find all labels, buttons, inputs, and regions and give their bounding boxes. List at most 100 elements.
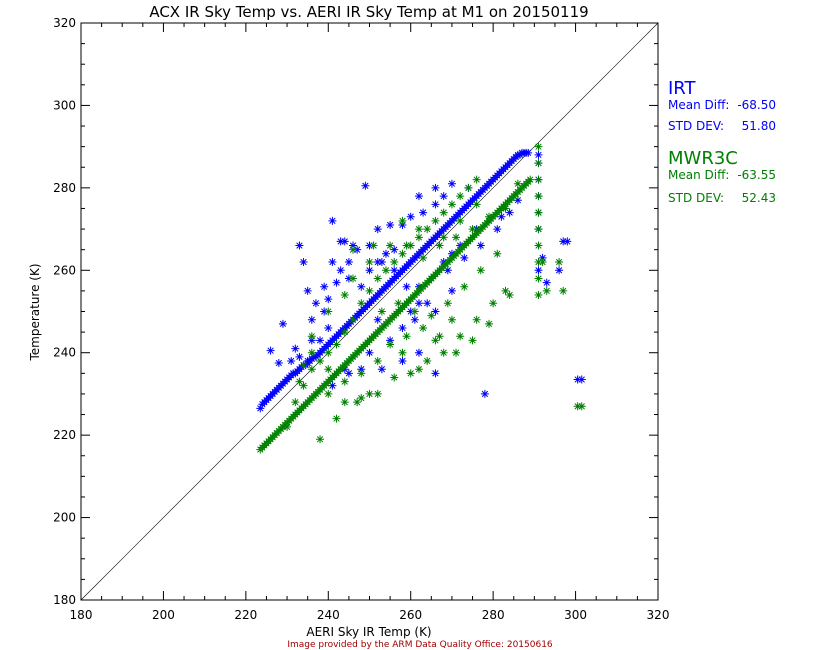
point-mwr3c-193 — [307, 348, 316, 357]
point-mwr3c-206 — [419, 323, 428, 332]
point-mwr3c-210 — [485, 319, 494, 328]
point-mwr3c-154 — [464, 183, 473, 192]
y-tick-label: 300 — [53, 98, 76, 112]
point-irt-139 — [303, 286, 312, 295]
point-irt-154 — [373, 225, 382, 234]
point-mwr3c-153 — [456, 192, 465, 201]
point-irt-225 — [414, 192, 423, 201]
point-irt-192 — [324, 323, 333, 332]
point-irt-198 — [299, 258, 308, 267]
point-irt-140 — [311, 299, 320, 308]
point-mwr3c-184 — [398, 348, 407, 357]
chart-title: ACX IR Sky Temp vs. AERI IR Sky Temp at … — [149, 3, 588, 21]
point-mwr3c-145 — [390, 258, 399, 267]
point-irt-152 — [390, 245, 399, 254]
point-irt-131 — [266, 346, 275, 355]
point-irt-216 — [534, 150, 543, 159]
y-axis-label: Temperature (K) — [28, 263, 42, 361]
point-mwr3c-147 — [406, 241, 415, 250]
point-irt-189 — [377, 365, 386, 374]
point-irt-143 — [332, 278, 341, 287]
point-mwr3c-169 — [513, 179, 522, 188]
point-irt-193 — [316, 336, 325, 345]
point-irt-185 — [344, 369, 353, 378]
legend-mwr3c-mean-label: Mean Diff: — [668, 168, 729, 182]
point-irt-164 — [349, 241, 358, 250]
point-mwr3c-173 — [332, 414, 341, 423]
point-irt-166 — [377, 258, 386, 267]
point-mwr3c-182 — [489, 299, 498, 308]
point-irt-188 — [480, 389, 489, 398]
point-irt-221 — [559, 237, 568, 246]
point-mwr3c-141 — [357, 299, 366, 308]
y-tick-label: 280 — [53, 181, 76, 195]
point-irt-203 — [373, 315, 382, 324]
point-mwr3c-221 — [534, 142, 543, 151]
point-irt-190 — [398, 356, 407, 365]
point-irt-132 — [274, 359, 283, 368]
point-irt-186 — [386, 336, 395, 345]
point-irt-179 — [406, 307, 415, 316]
point-mwr3c-142 — [365, 286, 374, 295]
series-irt — [256, 148, 586, 413]
point-mwr3c-201 — [460, 282, 469, 291]
point-mwr3c-168 — [501, 204, 510, 213]
point-mwr3c-163 — [419, 253, 428, 262]
point-irt-181 — [431, 307, 440, 316]
point-mwr3c-203 — [493, 249, 502, 258]
point-mwr3c-137 — [324, 348, 333, 357]
point-irt-199 — [295, 241, 304, 250]
point-irt-207 — [443, 266, 452, 275]
point-mwr3c-216 — [534, 225, 543, 234]
point-irt-177 — [505, 208, 514, 217]
point-irt-147 — [353, 245, 362, 254]
point-mwr3c-192 — [299, 361, 308, 370]
point-irt-0 — [256, 404, 265, 413]
point-irt-168 — [402, 282, 411, 291]
x-tick-label: 300 — [564, 608, 587, 622]
point-irt-183 — [365, 348, 374, 357]
legend: IRT Mean Diff: -68.50 STD DEV: 51.80 MWR… — [668, 78, 776, 205]
point-mwr3c-157 — [340, 291, 349, 300]
point-mwr3c-205 — [402, 332, 411, 341]
legend-irt-std-label: STD DEV: — [668, 119, 724, 133]
point-irt-142 — [324, 295, 333, 304]
legend-mwr3c-name: MWR3C — [668, 148, 738, 169]
point-irt-205 — [410, 315, 419, 324]
point-mwr3c-220 — [534, 159, 543, 168]
point-mwr3c-208 — [452, 348, 461, 357]
point-mwr3c-219 — [534, 175, 543, 184]
point-mwr3c-170 — [349, 245, 358, 254]
point-irt-157 — [406, 212, 415, 221]
point-irt-153 — [361, 181, 370, 190]
point-mwr3c-178 — [423, 356, 432, 365]
point-mwr3c-167 — [485, 212, 494, 221]
point-mwr3c-188 — [324, 389, 333, 398]
point-irt-162 — [439, 192, 448, 201]
point-mwr3c-133 — [291, 398, 300, 407]
point-irt-144 — [336, 266, 345, 275]
point-mwr3c-225 — [559, 286, 568, 295]
point-mwr3c-185 — [414, 365, 423, 374]
point-mwr3c-232 — [472, 200, 481, 209]
x-tick-label: 260 — [399, 608, 422, 622]
point-mwr3c-218 — [534, 192, 543, 201]
point-mwr3c-158 — [307, 332, 316, 341]
point-mwr3c-199 — [427, 311, 436, 320]
point-irt-184 — [357, 365, 366, 374]
y-tick-label: 320 — [53, 16, 76, 30]
point-irt-218 — [538, 253, 547, 262]
point-mwr3c-162 — [402, 241, 411, 250]
point-mwr3c-204 — [386, 340, 395, 349]
point-irt-204 — [398, 323, 407, 332]
point-irt-209 — [476, 241, 485, 250]
point-irt-206 — [423, 299, 432, 308]
point-irt-224 — [577, 375, 586, 384]
point-irt-217 — [534, 266, 543, 275]
point-irt-133 — [278, 319, 287, 328]
point-irt-219 — [542, 278, 551, 287]
point-mwr3c-138 — [332, 340, 341, 349]
point-irt-137 — [303, 356, 312, 365]
point-mwr3c-135 — [307, 365, 316, 374]
point-irt-210 — [493, 225, 502, 234]
